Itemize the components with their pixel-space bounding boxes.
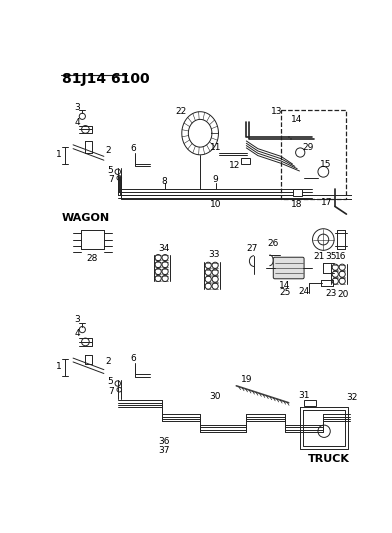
Bar (281, 110, 347, 199)
Text: 16: 16 (335, 252, 347, 261)
Text: 30: 30 (210, 392, 221, 401)
Text: 7: 7 (109, 387, 114, 397)
Text: 3: 3 (74, 103, 80, 112)
Text: 31: 31 (298, 391, 310, 400)
Text: 6: 6 (130, 144, 136, 153)
Bar (241, 158, 250, 164)
FancyBboxPatch shape (273, 257, 304, 279)
Text: 36: 36 (158, 437, 170, 446)
Text: 20: 20 (337, 290, 348, 300)
Text: 27: 27 (247, 244, 258, 253)
Text: 28: 28 (87, 254, 98, 263)
Text: 81J14 6100: 81J14 6100 (62, 71, 149, 86)
Text: 6: 6 (130, 354, 136, 364)
Text: 10: 10 (210, 199, 221, 208)
Bar (304, 400, 316, 406)
Text: 1: 1 (56, 150, 62, 159)
Text: 13: 13 (271, 107, 283, 116)
Text: 18: 18 (290, 199, 302, 208)
Text: 34: 34 (158, 244, 170, 253)
Text: 5: 5 (107, 377, 113, 386)
Text: 19: 19 (241, 375, 252, 384)
Text: TRUCK: TRUCK (308, 454, 350, 464)
Text: 35: 35 (325, 252, 337, 261)
Text: 12: 12 (229, 161, 240, 170)
Text: 32: 32 (346, 393, 358, 402)
Bar (292, 189, 302, 196)
Text: 8: 8 (161, 176, 167, 185)
Text: 4: 4 (74, 118, 80, 127)
Text: 26: 26 (268, 239, 279, 248)
Text: 25: 25 (279, 288, 290, 297)
Text: 29: 29 (302, 143, 314, 151)
Text: 3: 3 (74, 315, 80, 324)
Text: 14: 14 (291, 115, 302, 124)
Text: 24: 24 (298, 287, 310, 296)
Text: 11: 11 (210, 143, 221, 151)
Text: 7: 7 (109, 175, 114, 184)
Text: 33: 33 (208, 249, 220, 259)
Text: 37: 37 (158, 446, 170, 455)
Text: WAGON: WAGON (62, 213, 110, 223)
Text: 2: 2 (105, 358, 111, 367)
Text: 21: 21 (314, 252, 325, 261)
Text: 9: 9 (212, 175, 218, 184)
Text: 22: 22 (175, 107, 187, 116)
Text: 14: 14 (279, 281, 290, 290)
Text: 5: 5 (107, 166, 113, 175)
Text: 17: 17 (321, 198, 333, 207)
Text: 1: 1 (56, 362, 62, 371)
Text: 4: 4 (74, 329, 80, 338)
Text: 2: 2 (105, 146, 111, 155)
Text: 23: 23 (325, 289, 337, 298)
Text: 15: 15 (320, 159, 331, 168)
